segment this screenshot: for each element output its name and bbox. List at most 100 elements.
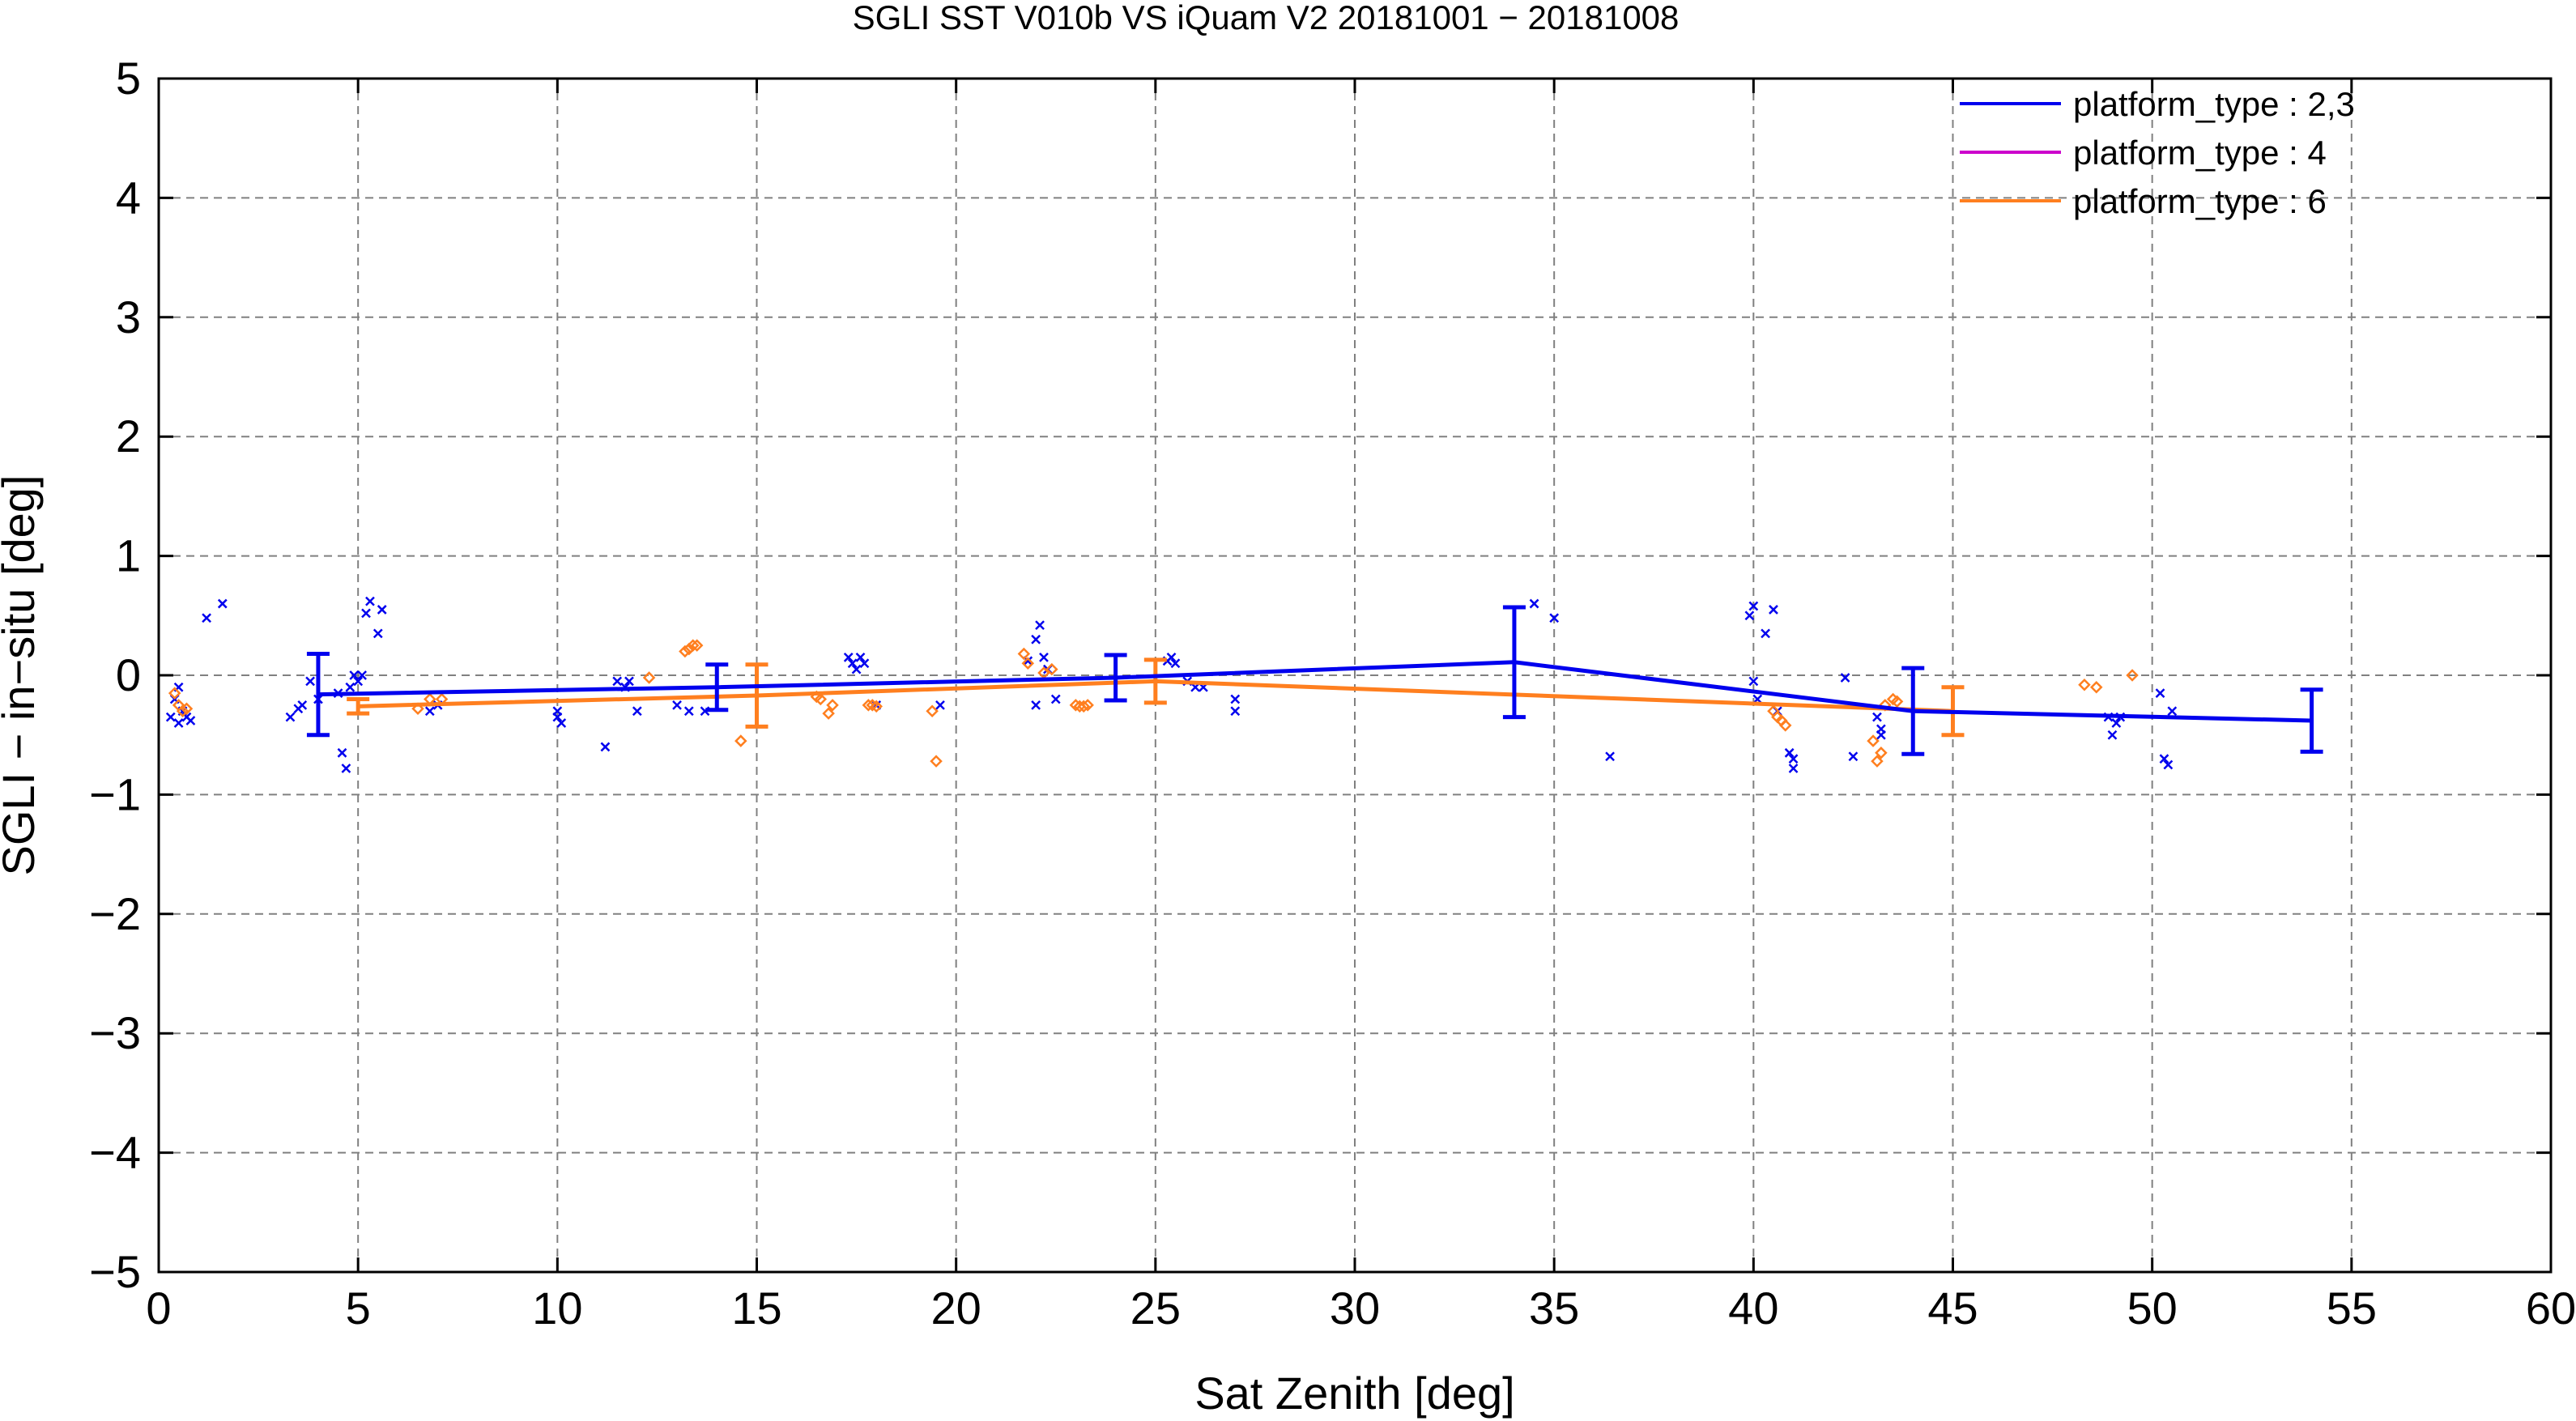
data-point-x [365, 596, 375, 606]
data-point-diamond [411, 702, 424, 716]
data-point-x [632, 706, 642, 717]
x-tick-label: 5 [346, 1283, 371, 1334]
data-point-x [341, 764, 351, 773]
data-point-diamond [642, 671, 656, 684]
data-point-diamond [1077, 700, 1090, 713]
y-tick-label: 2 [116, 411, 141, 462]
data-point-x [1744, 611, 1755, 621]
error-bar [1502, 605, 1526, 720]
data-point-diamond [870, 700, 883, 713]
mean-line [317, 660, 2312, 723]
x-tick-label: 35 [1529, 1283, 1579, 1334]
data-point-x [1230, 694, 1241, 704]
data-point-x [851, 664, 862, 674]
data-point-diamond [1871, 755, 1884, 768]
data-point-x [2111, 718, 2122, 728]
data-point-x [217, 598, 228, 609]
x-axis-label: Sat Zenith [deg] [1194, 1368, 1514, 1419]
data-point-x [1039, 653, 1049, 662]
grid-layer [159, 79, 2551, 1272]
legend-label: platform_type : 4 [2073, 134, 2327, 172]
y-tick-label: 1 [116, 530, 141, 581]
data-point-x [1748, 676, 1759, 687]
data-point-x [373, 628, 383, 639]
y-tick-label: −2 [89, 888, 141, 939]
y-tick-label: 5 [116, 53, 141, 104]
data-point-x [1788, 764, 1799, 773]
x-tick-label: 10 [532, 1283, 582, 1334]
data-point-x [672, 700, 682, 710]
data-point-x [353, 676, 364, 687]
data-point-x [1549, 613, 1560, 623]
data-point-x [855, 653, 866, 662]
data-point-diamond [1890, 695, 1904, 708]
data-point-x [361, 608, 371, 619]
data-point-x [2163, 759, 2174, 770]
error-bar [705, 662, 729, 713]
data-point-x [173, 718, 184, 728]
data-point-x [843, 653, 854, 662]
data-point-x [377, 605, 387, 615]
data-point-diamond [1021, 657, 1035, 670]
data-point-x [935, 700, 945, 710]
legend: platform_type : 2,3 platform_type : 4 plat… [1960, 85, 2355, 220]
data-point-diamond [862, 699, 875, 712]
data-point-x [357, 670, 367, 680]
x-tick-label: 15 [731, 1283, 781, 1334]
data-point-x [2107, 730, 2118, 740]
data-point-x [1035, 620, 1045, 630]
data-point-x [1784, 747, 1795, 758]
y-tick-label: −3 [89, 1007, 141, 1058]
data-point-diamond [926, 704, 939, 717]
x-tick-label: 60 [2526, 1283, 2576, 1334]
data-point-x [556, 718, 567, 728]
data-point-x [1529, 598, 1539, 609]
data-point-x [1840, 673, 1850, 683]
data-point-x [1031, 700, 1041, 710]
x-tick-label: 20 [931, 1283, 981, 1334]
y-tick-label: 3 [116, 291, 141, 342]
data-point-diamond [814, 692, 828, 706]
data-point-x [1848, 751, 1859, 762]
data-point-diamond [1778, 719, 1792, 732]
legend-label: platform_type : 6 [2073, 182, 2327, 220]
data-point-diamond [2078, 679, 2091, 691]
plot-frame [157, 77, 2553, 1274]
y-tick-label: −4 [89, 1127, 141, 1178]
data-point-x [202, 613, 211, 623]
data-point-x [1769, 605, 1778, 615]
data-point-diamond [1867, 734, 1880, 747]
data-point-diamond [1017, 647, 1031, 661]
error-bar [2300, 687, 2323, 754]
x-tick-label: 45 [1927, 1283, 1978, 1334]
data-point-diamond [2126, 669, 2139, 682]
data-point-x [612, 676, 623, 687]
data-point-x [337, 747, 347, 758]
data-point-diamond [1045, 662, 1058, 676]
data-point-x [2167, 706, 2178, 717]
data-point-diamond [690, 639, 704, 652]
data-point-x [1170, 658, 1181, 669]
y-axis: −5 −4 −3 −2 −1 0 1 2 3 4 5 [89, 53, 2551, 1297]
legend-label: platform_type : 2,3 [2073, 85, 2355, 123]
x-tick-label: 40 [1728, 1283, 1778, 1334]
y-tick-label: −5 [89, 1246, 141, 1297]
data-point-x [1050, 694, 1061, 704]
data-point-diamond [176, 704, 189, 717]
data-point-x [345, 682, 356, 692]
y-tick-label: 4 [116, 172, 141, 223]
y-tick-label: −1 [89, 768, 141, 819]
x-tick-label: 50 [2127, 1283, 2178, 1334]
data-point-x [285, 712, 296, 722]
y-tick-label: 0 [116, 649, 141, 700]
data-point-x [1605, 751, 1615, 762]
error-bar [306, 651, 330, 738]
data-point-diamond [826, 699, 839, 712]
data-point-x [683, 706, 694, 717]
data-point-x [1876, 730, 1886, 740]
x-tick-label: 55 [2327, 1283, 2377, 1334]
error-bar [1143, 657, 1167, 705]
data-point-x [2155, 688, 2165, 698]
data-point-x [1761, 628, 1770, 639]
data-point-x [185, 716, 196, 725]
